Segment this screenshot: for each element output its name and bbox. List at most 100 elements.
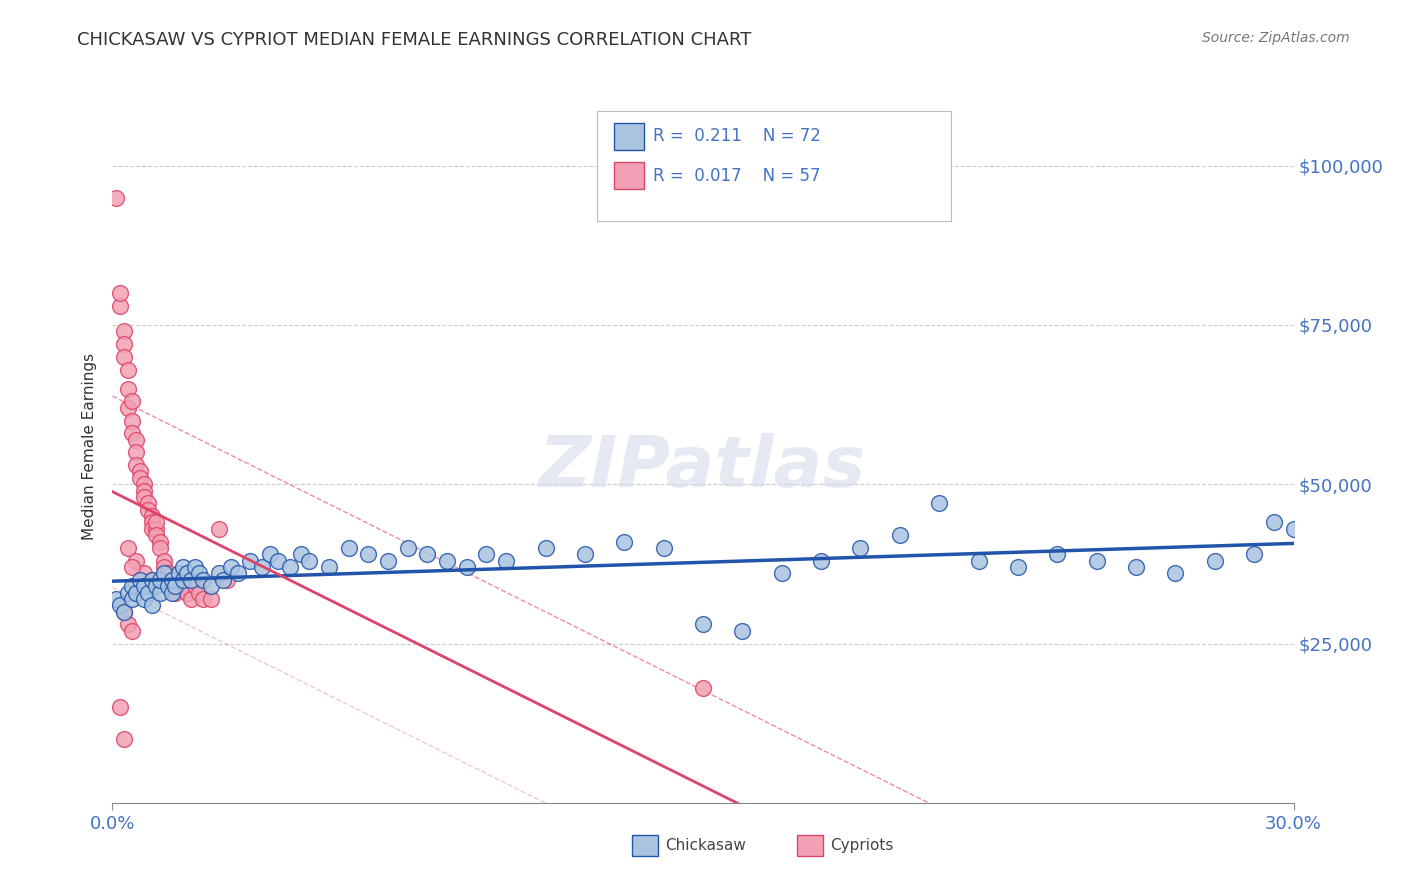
Point: [211, 573, 233, 587]
Point: [188, 566, 211, 581]
Point: [149, 541, 172, 555]
Point: [191, 591, 214, 606]
Point: [125, 554, 148, 568]
Point: [176, 585, 198, 599]
Point: [200, 591, 222, 606]
Point: [156, 579, 179, 593]
Point: [377, 554, 399, 568]
Point: [145, 516, 167, 530]
Point: [132, 490, 155, 504]
Point: [169, 566, 191, 581]
Point: [456, 560, 478, 574]
Point: [652, 541, 675, 555]
Point: [121, 413, 143, 427]
Point: [180, 573, 202, 587]
Point: [889, 528, 911, 542]
Point: [141, 573, 163, 587]
Point: [1204, 554, 1226, 568]
Point: [298, 554, 321, 568]
Point: [731, 624, 754, 638]
Point: [692, 681, 714, 695]
Point: [129, 465, 152, 479]
Point: [136, 496, 159, 510]
Point: [121, 579, 143, 593]
Point: [149, 573, 172, 587]
Point: [132, 591, 155, 606]
Bar: [614, 162, 644, 189]
Point: [1007, 560, 1029, 574]
Point: [172, 579, 194, 593]
Point: [110, 599, 132, 613]
Point: [810, 554, 832, 568]
Point: [219, 560, 242, 574]
Point: [165, 579, 187, 593]
Point: [136, 502, 159, 516]
Text: Source: ZipAtlas.com: Source: ZipAtlas.com: [1202, 31, 1350, 45]
Text: R =  0.211    N = 72: R = 0.211 N = 72: [654, 128, 821, 145]
Bar: [614, 123, 644, 150]
Point: [169, 573, 191, 587]
Point: [112, 324, 135, 338]
Bar: [633, 835, 658, 856]
Point: [117, 382, 139, 396]
Bar: [797, 835, 824, 856]
Point: [267, 554, 290, 568]
Point: [1282, 522, 1305, 536]
Point: [141, 509, 163, 524]
Point: [125, 445, 148, 459]
Point: [849, 541, 872, 555]
Point: [184, 579, 207, 593]
Point: [117, 585, 139, 599]
Point: [475, 547, 498, 561]
Point: [176, 566, 198, 581]
Point: [172, 573, 194, 587]
Point: [259, 547, 281, 561]
Y-axis label: Median Female Earnings: Median Female Earnings: [82, 352, 97, 540]
Point: [145, 579, 167, 593]
Point: [141, 516, 163, 530]
Point: [141, 599, 163, 613]
Point: [129, 471, 152, 485]
Point: [141, 522, 163, 536]
Point: [318, 560, 340, 574]
Point: [967, 554, 990, 568]
Point: [121, 624, 143, 638]
Point: [160, 579, 183, 593]
Point: [156, 566, 179, 581]
Point: [105, 591, 128, 606]
Point: [105, 190, 128, 204]
Point: [129, 573, 152, 587]
Point: [149, 534, 172, 549]
Point: [574, 547, 596, 561]
Point: [121, 394, 143, 409]
Point: [112, 605, 135, 619]
Point: [278, 560, 301, 574]
Point: [121, 591, 143, 606]
Point: [125, 458, 148, 472]
Point: [110, 286, 132, 301]
Point: [172, 560, 194, 574]
Point: [145, 528, 167, 542]
Point: [928, 496, 950, 510]
Point: [160, 585, 183, 599]
Point: [208, 522, 231, 536]
Point: [208, 566, 231, 581]
Point: [132, 477, 155, 491]
Point: [337, 541, 360, 555]
Point: [141, 573, 163, 587]
Point: [110, 700, 132, 714]
Point: [1125, 560, 1147, 574]
Point: [165, 585, 187, 599]
Point: [239, 554, 262, 568]
Point: [160, 573, 183, 587]
Point: [121, 560, 143, 574]
Point: [145, 522, 167, 536]
Point: [1164, 566, 1187, 581]
Point: [770, 566, 793, 581]
Point: [1046, 547, 1069, 561]
Point: [121, 426, 143, 441]
Text: Cypriots: Cypriots: [831, 838, 894, 853]
Point: [200, 579, 222, 593]
Point: [112, 732, 135, 747]
Point: [184, 560, 207, 574]
